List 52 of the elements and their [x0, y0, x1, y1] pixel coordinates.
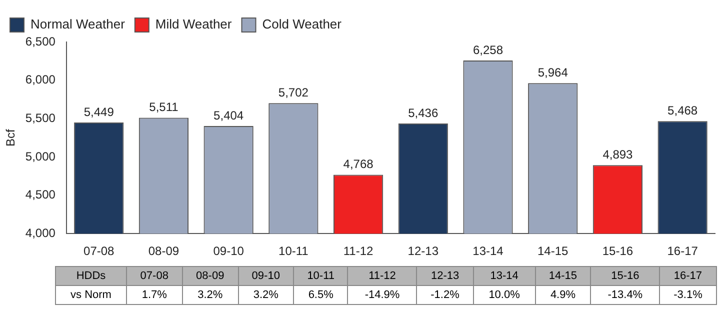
text: -1.2% [416, 286, 474, 304]
y-tick-label: 6,000 [25, 72, 56, 87]
legend-label: Normal Weather [30, 16, 126, 32]
data-label: 6,258 [472, 42, 504, 57]
category-label: 13-14 [490, 270, 518, 282]
text: 1.7% [126, 286, 182, 304]
text: -13.4% [590, 286, 660, 304]
category-label: 09-10 [252, 270, 280, 282]
text: 6.5% [294, 286, 348, 304]
x-tick-label: 16-17 [667, 244, 698, 258]
x-tick-label: 13-14 [472, 244, 504, 258]
y-tick-label: 5,000 [25, 149, 56, 164]
data-label: 5,436 [408, 106, 438, 120]
text: HDDs [56, 266, 126, 286]
category-label: 10-11 [307, 270, 335, 282]
y-tick-label: 6,500 [25, 34, 56, 48]
data-label: 4,893 [602, 147, 634, 162]
x-tick-label: 12-13 [408, 244, 439, 258]
data-label: 5,702 [278, 85, 309, 100]
y-tick-label: 4,000 [25, 226, 56, 240]
x-tick-label: 08-09 [148, 244, 180, 258]
data-label: 5,449 [84, 104, 114, 119]
x-tick-label: 11-12 [343, 244, 374, 258]
data-label: 5,964 [538, 65, 568, 80]
text: -3.1% [659, 286, 716, 304]
data-label: 5,404 [214, 108, 244, 122]
category-label: 07-08 [140, 270, 168, 282]
category-label: 12-13 [430, 270, 460, 282]
data-label: 4,768 [343, 157, 374, 172]
data-label: 5,468 [668, 103, 698, 118]
category-label: 16-17 [674, 270, 702, 282]
category-label: 15-16 [611, 270, 640, 282]
y-axis-title: Bcf [4, 128, 18, 146]
x-tick-label: 10-11 [278, 244, 309, 258]
data-label: 5,511 [149, 100, 179, 114]
legend-label: Cold Weather [262, 16, 342, 32]
text: 3.2% [182, 286, 238, 304]
category-label: 14-15 [548, 270, 578, 282]
y-tick-label: 4,500 [25, 188, 56, 202]
text: 10.0% [473, 286, 536, 304]
legend-label: Mild Weather [155, 16, 232, 32]
x-tick-label: 14-15 [538, 244, 569, 258]
text: 3.2% [238, 286, 294, 304]
y-tick-label: 5,500 [25, 110, 56, 125]
x-tick-label: 09-10 [213, 244, 244, 258]
text: 4.9% [535, 286, 591, 304]
x-tick-label: 15-16 [602, 244, 634, 258]
x-tick-label: 07-08 [84, 244, 115, 258]
category-label: 11-12 [368, 270, 396, 282]
text: -14.9% [348, 286, 417, 304]
category-label: 08-09 [196, 270, 224, 282]
text: vs Norm [56, 286, 126, 304]
